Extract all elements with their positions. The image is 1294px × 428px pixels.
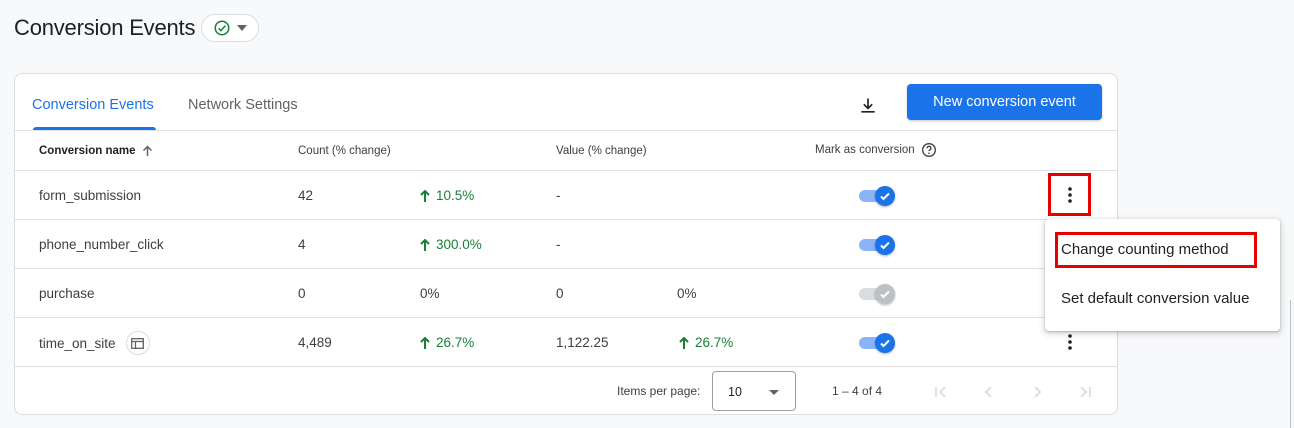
- pagination: Items per page: 10 1 – 4 of 4: [15, 369, 1117, 414]
- first-page-icon: [935, 386, 946, 398]
- status-dropdown[interactable]: [201, 14, 260, 42]
- page-header: Conversion Events: [14, 14, 260, 42]
- row-value-change: 26.7%: [679, 335, 733, 350]
- more-options-button[interactable]: [1055, 327, 1085, 357]
- more-vert-icon: [1067, 186, 1072, 203]
- scrollbar-edge: [1290, 300, 1291, 428]
- help-icon[interactable]: [921, 142, 937, 158]
- table-row: form_submission 42 10.5% -: [15, 171, 1117, 220]
- caret-down-icon: [769, 390, 779, 395]
- sort-arrow-up-icon: [142, 145, 152, 156]
- download-button[interactable]: [852, 90, 884, 122]
- row-name: time_on_site: [39, 335, 116, 351]
- items-per-page-label: Items per page:: [617, 384, 701, 398]
- row-name: purchase: [39, 286, 95, 301]
- column-header-name[interactable]: Conversion name: [39, 145, 153, 157]
- row-count: 4: [298, 237, 306, 252]
- row-count-change: 300.0%: [420, 237, 482, 252]
- check-icon: [880, 290, 890, 299]
- last-page-button[interactable]: [1073, 380, 1097, 404]
- column-header-count: Count (% change): [298, 145, 391, 157]
- new-conversion-event-button[interactable]: New conversion event: [907, 84, 1102, 120]
- conversion-events-card: Conversion Events Network Settings New c…: [14, 73, 1118, 415]
- page-title: Conversion Events: [14, 15, 196, 40]
- chevron-left-icon: [984, 386, 992, 398]
- row-count-change: 0%: [420, 286, 440, 301]
- row-name: phone_number_click: [39, 237, 164, 252]
- divider: [15, 130, 1117, 131]
- row-count: 42: [298, 188, 314, 203]
- menu-item-change-counting-method[interactable]: Change counting method: [1061, 241, 1229, 258]
- row-value: -: [556, 237, 561, 252]
- page-range: 1 – 4 of 4: [832, 384, 883, 398]
- change-value: 10.5%: [436, 188, 475, 203]
- check-icon: [880, 192, 890, 201]
- active-tab-indicator: [33, 127, 156, 130]
- first-page-button[interactable]: [929, 380, 953, 404]
- tab-bar: Conversion Events Network Settings New c…: [15, 74, 1117, 131]
- row-count-change: 10.5%: [420, 188, 474, 203]
- mark-conversion-toggle[interactable]: [859, 186, 897, 206]
- table-row: phone_number_click 4 300.0% -: [15, 220, 1117, 269]
- tab-conversion-events[interactable]: Conversion Events: [32, 97, 154, 113]
- row-value: -: [556, 188, 561, 203]
- column-label: Mark as conversion: [815, 144, 915, 156]
- last-page-icon: [1080, 386, 1091, 398]
- arrow-up-icon: [420, 336, 430, 349]
- row-value-change: 0%: [677, 286, 697, 301]
- template-badge[interactable]: [125, 331, 150, 355]
- change-value: 26.7%: [695, 335, 734, 350]
- row-count: 0: [298, 286, 306, 301]
- row-name: form_submission: [39, 188, 142, 203]
- download-icon: [861, 98, 875, 113]
- chevron-right-icon: [1034, 386, 1042, 398]
- row-options-menu: Change counting method Set default conve…: [1045, 219, 1280, 331]
- row-count: 4,489: [298, 335, 332, 350]
- change-value: 300.0%: [436, 237, 482, 252]
- row-value: 1,122.25: [556, 335, 609, 350]
- items-per-page-value: 10: [728, 385, 742, 399]
- prev-page-button[interactable]: [977, 380, 1001, 404]
- arrow-up-icon: [420, 189, 430, 202]
- items-per-page-select[interactable]: 10: [712, 371, 796, 411]
- menu-item-set-default-value[interactable]: Set default conversion value: [1061, 290, 1250, 307]
- table-row: time_on_site 4,489 26.7% 1,122.25 26.7%: [15, 318, 1117, 367]
- column-label: Conversion name: [39, 145, 136, 157]
- arrow-up-icon: [420, 238, 430, 251]
- column-header-mark: Mark as conversion: [815, 142, 937, 158]
- caret-down-icon: [237, 25, 248, 31]
- more-options-button[interactable]: [1048, 173, 1091, 216]
- highlight-box: [1055, 232, 1257, 268]
- next-page-button[interactable]: [1025, 380, 1049, 404]
- more-vert-icon: [1068, 334, 1072, 350]
- check-circle-icon: [214, 20, 230, 36]
- row-count-change: 26.7%: [420, 335, 474, 350]
- web-icon: [131, 337, 144, 349]
- row-value: 0: [556, 286, 564, 301]
- table-header: Conversion name Count (% change) Value (…: [15, 131, 1117, 171]
- table-row: purchase 0 0% 0 0%: [15, 269, 1117, 318]
- tab-network-settings[interactable]: Network Settings: [188, 97, 298, 113]
- check-icon: [880, 241, 890, 250]
- change-value: 26.7%: [436, 335, 475, 350]
- mark-conversion-toggle[interactable]: [859, 235, 897, 255]
- mark-conversion-toggle[interactable]: [859, 333, 897, 353]
- column-header-value: Value (% change): [556, 145, 647, 157]
- arrow-up-icon: [679, 336, 689, 349]
- row-name-cell: time_on_site: [39, 331, 150, 355]
- check-icon: [880, 339, 890, 348]
- mark-conversion-toggle: [859, 284, 897, 304]
